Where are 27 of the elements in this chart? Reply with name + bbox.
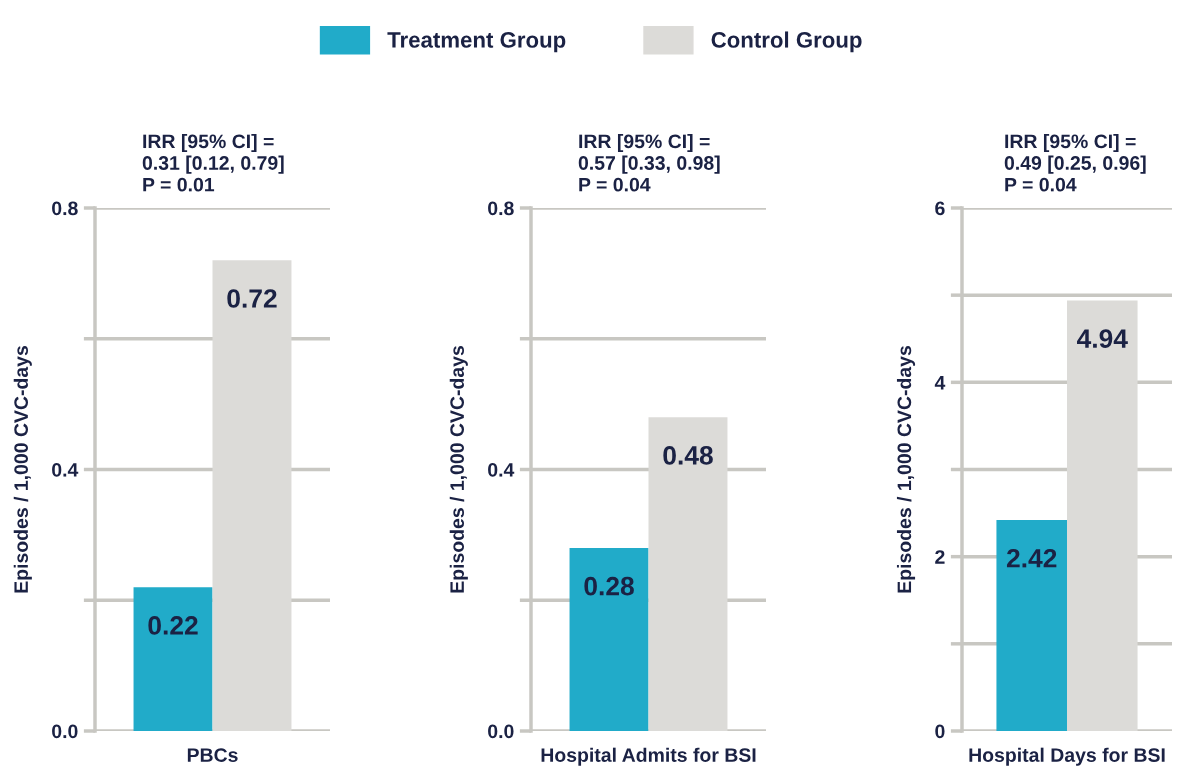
- y-axis-title: Episodes / 1,000 CVC-days: [896, 346, 916, 593]
- data-label: 0.28: [584, 576, 634, 596]
- data-label: 0.48: [663, 446, 713, 465]
- y-tick-label: 0.4: [52, 462, 79, 477]
- legend-label: Treatment Group: [387, 32, 566, 53]
- data-label: 0.72: [227, 289, 277, 308]
- y-tick-label: 0.4: [488, 462, 515, 477]
- x-tick-label: PBCs: [187, 748, 238, 762]
- y-tick-label: 6: [935, 201, 945, 216]
- y-tick-label: 0.8: [488, 201, 514, 216]
- chart-title: IRR [95% CI] = 0.31 [0.12, 0.79] P = 0.01: [142, 133, 284, 192]
- y-axis-title: Episodes / 1,000 CVC-days: [13, 346, 32, 593]
- data-label: 2.42: [1006, 548, 1057, 568]
- y-axis-title: Episodes / 1,000 CVC-days: [449, 346, 468, 593]
- chart-title: IRR [95% CI] = 0.49 [0.25, 0.96] P = 0.04: [1004, 133, 1146, 192]
- y-tick-label: 4: [934, 376, 946, 390]
- chart-title: IRR [95% CI] = 0.57 [0.33, 0.98] P = 0.04: [578, 133, 720, 192]
- y-tick-label: 0: [935, 724, 945, 739]
- x-tick-label: Hospital Admits for BSI: [541, 747, 756, 766]
- y-tick-label: 2: [935, 550, 945, 564]
- y-tick-label: 0.0: [488, 724, 514, 739]
- y-tick-label: 0.8: [52, 201, 78, 216]
- x-tick-label: Hospital Days for BSI: [969, 747, 1165, 766]
- legend-label: Control Group: [711, 31, 862, 53]
- data-label: 4.94: [1077, 329, 1128, 348]
- data-label: 0.22: [148, 616, 198, 635]
- y-tick-label: 0.0: [52, 724, 78, 739]
